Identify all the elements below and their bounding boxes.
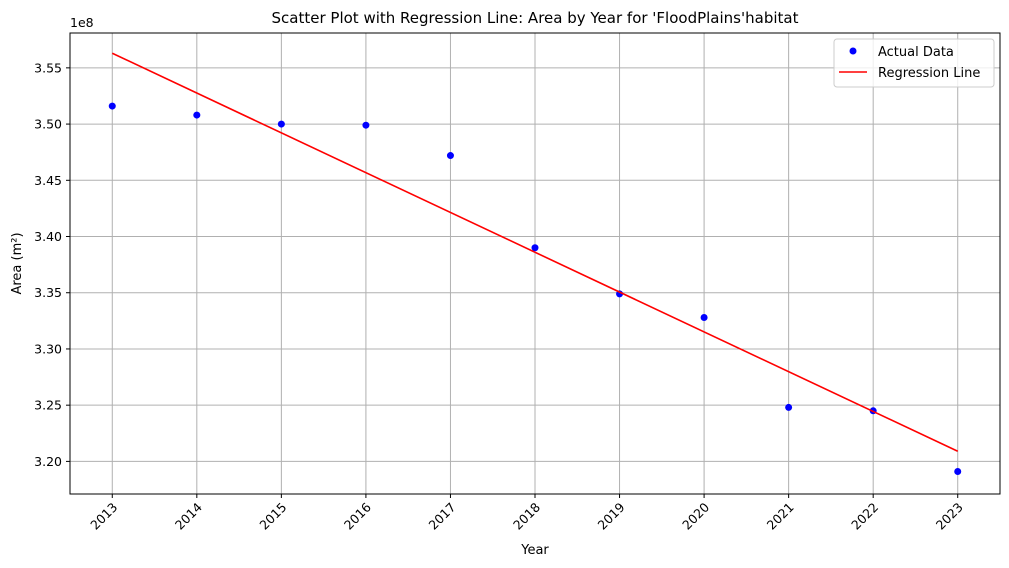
data-point	[446, 152, 454, 160]
data-point	[108, 102, 116, 110]
legend-box	[833, 38, 995, 88]
data-point	[193, 111, 201, 119]
y-tick-label: 3.45	[34, 173, 62, 188]
chart-title: Scatter Plot with Regression Line: Area …	[272, 9, 799, 27]
y-axis-label: Area (m²)	[10, 232, 25, 294]
y-tick-label: 3.25	[34, 398, 62, 413]
data-point	[531, 244, 539, 252]
data-point	[785, 403, 793, 411]
legend: Actual Data Regression Line	[833, 38, 995, 88]
y-offset-label: 1e8	[70, 15, 94, 30]
plot-area	[108, 52, 962, 476]
y-tick-label: 3.55	[34, 60, 62, 75]
data-point	[362, 121, 370, 129]
legend-label-regression-line: Regression Line	[878, 66, 980, 81]
legend-marker-actual-data	[849, 47, 857, 55]
y-tick-label: 3.35	[34, 285, 62, 300]
legend-label-actual-data: Actual Data	[878, 45, 954, 60]
y-axis: 3.20 3.25 3.30 3.35 3.40 3.45 3.50 3.55	[34, 60, 70, 469]
data-point	[700, 313, 708, 321]
y-tick-label: 3.40	[34, 229, 62, 244]
y-tick-label: 3.30	[34, 341, 62, 356]
data-point	[954, 468, 962, 476]
regression-line	[111, 52, 959, 452]
y-tick-label: 3.20	[34, 454, 62, 469]
y-tick-label: 3.50	[34, 117, 62, 132]
x-axis-label: Year	[520, 543, 549, 558]
data-point	[277, 120, 285, 128]
